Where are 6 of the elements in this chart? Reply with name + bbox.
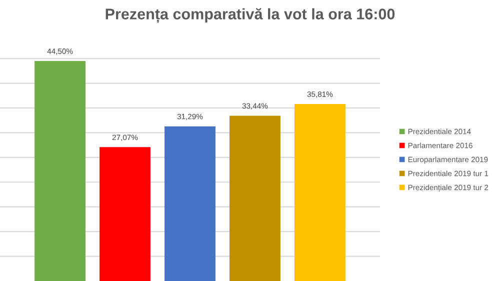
chart-title: Prezența comparativă la vot la ora 16:00 (106, 8, 395, 23)
bar (100, 147, 150, 281)
bar (164, 126, 216, 281)
bar (230, 116, 280, 281)
bar (294, 104, 346, 281)
bar (34, 61, 86, 281)
